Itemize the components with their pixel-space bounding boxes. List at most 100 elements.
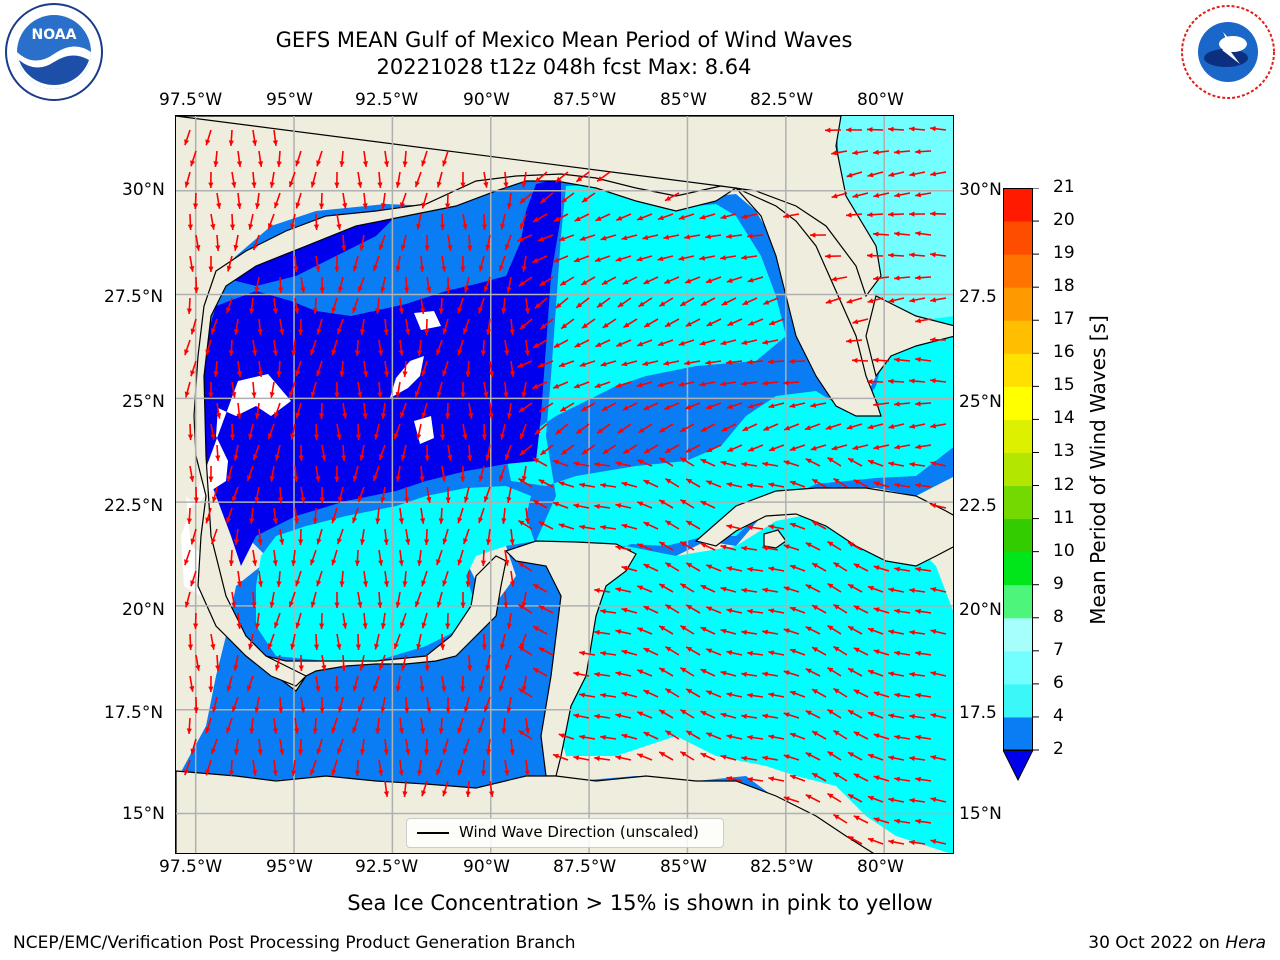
wind-arrow-head [187,644,194,650]
lat-label: 22.5 [959,496,997,516]
wind-arrow-head [594,383,601,388]
wind-arrow-head [359,749,366,755]
wind-arrow-head [478,475,484,482]
wind-arrow-head [249,518,255,524]
wind-arrow-head [184,769,190,776]
wind-arrow-head [499,685,504,692]
wind-arrow-head [257,329,263,335]
wind-arrow-head [293,476,299,482]
wind-arrow-head [684,360,691,366]
wind-arrow-head [812,773,819,779]
wind-arrow-head [700,459,707,464]
wind-arrow-head [337,538,342,545]
wind-arrow-head [226,307,232,314]
wind-arrow-head [894,444,901,450]
wind-arrow-head [930,461,937,467]
colorbar-ticks [1033,188,1039,751]
wind-arrow-head [789,606,796,612]
lat-label: 15°N [122,804,165,824]
wind-arrow-head [462,433,468,440]
wind-arrow-head [362,623,368,629]
lat-label: 25°N [122,392,165,412]
wind-arrow-head [827,793,834,799]
colorbar-tick-label: 14 [1053,408,1075,429]
wind-arrow-head [847,710,854,716]
wind-arrow-head [442,580,448,587]
wind-arrow-head [480,560,487,566]
wind-arrow-head [720,586,727,592]
wind-arrow-head [621,607,628,613]
wind-arrow-head [377,392,383,398]
wind-arrow-head [789,774,796,780]
wind-arrow-head [337,328,342,335]
wind-arrow-head [249,728,255,734]
wind-arrow-head [398,518,404,524]
wind-arrow-head [375,308,381,314]
wind-arrow-head [208,392,214,398]
wind-arrow-head [315,266,321,272]
wind-arrow-head [276,161,282,167]
wind-arrow-head [686,604,693,610]
wind-arrow-head [293,728,300,734]
wind-arrow-head [383,539,389,545]
colorbar-cell [1003,650,1033,685]
wind-arrow-head [706,564,713,570]
wind-arrow-head [416,433,422,440]
wind-arrow-head [424,329,430,335]
wind-arrow-head [915,818,921,824]
wind-arrow-head [873,775,880,781]
wind-arrow-head [853,479,860,485]
wind-arrow-head [827,457,834,463]
wind-arrow-head [445,203,451,209]
wind-arrow-head [524,350,530,356]
wind-arrow-head [252,770,258,776]
wind-arrow-head [293,266,299,272]
wind-arrow-head [597,302,603,308]
colorbar-tick-label: 15 [1053,375,1075,396]
wind-arrow-head [581,279,588,285]
wind-arrow-head [189,686,195,692]
wind-arrow-head [460,182,466,188]
wind-arrow-head [519,197,526,204]
wind-arrow-head [600,524,606,530]
wind-arrow-head [748,446,755,452]
wind-arrow-head [319,707,325,713]
wind-arrow-head [867,669,874,675]
wind-arrow-head [295,580,301,587]
wind-arrow-head [538,647,545,653]
wind-arrow-head [783,796,790,802]
wind-arrow-head [783,380,789,386]
wind-arrow-head [229,224,236,230]
wind-arrow-head [727,320,734,326]
wind-arrow-head [233,539,240,545]
wind-arrow-head [747,482,753,489]
wind-arrow-head [447,244,453,251]
wind-arrow-head [576,302,583,308]
wind-arrow-head [216,203,222,209]
wind-arrow-head [465,581,471,587]
wind-arrow-head [553,257,560,263]
wind-arrow-head [533,584,540,590]
colorbar-tick-label: 19 [1053,243,1075,264]
wind-arrow-head [621,235,628,241]
wind-arrow-head [518,280,525,287]
wind-arrow-head [726,608,733,614]
wind-arrow-head [657,382,664,388]
wind-arrow-head [436,181,442,188]
wind-arrow-head [460,602,466,608]
wind-arrow-head [342,203,348,209]
wind-arrow-head [637,341,644,347]
wind-arrow-head [664,404,671,410]
wind-arrow-head [553,383,560,389]
wind-arrow-head [208,266,214,272]
wind-arrow-head [352,475,358,482]
wind-arrow-head [664,447,671,453]
wind-arrow-head [888,797,895,803]
wind-arrow-head [555,428,562,435]
wind-arrow-head [503,182,509,188]
wind-arrow-head [357,706,363,713]
wind-arrow-head [726,524,733,530]
wind-arrow-head [747,650,753,657]
wind-arrow-head [700,585,707,590]
wind-arrow-head [804,425,811,431]
